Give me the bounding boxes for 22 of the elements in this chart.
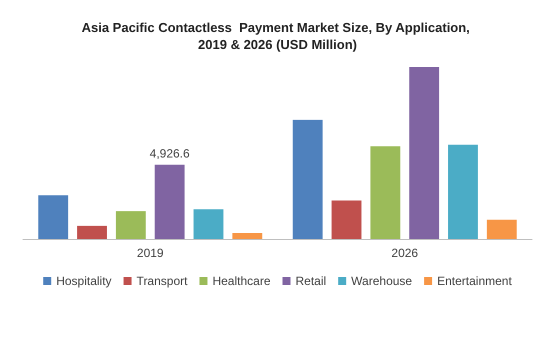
bar [409,67,440,239]
bar [292,120,323,239]
bar [116,211,146,239]
data-label: 4,926.6 [150,146,190,161]
bar [332,200,362,239]
legend-label: Warehouse [351,274,412,288]
bar [448,144,478,239]
chart-title: Asia Pacific Contactless Payment Market Size, By Application, 2019 & 2026 (USD Million) [82,20,474,52]
legend-label: Entertainment [437,274,512,288]
legend-label: Hospitality [56,274,112,288]
legend-label: Retail [295,274,326,288]
bar [370,146,400,239]
legend-label: Transport [136,274,188,288]
x-tick-label: 2019 [136,246,164,260]
x-tick-label: 2026 [391,246,418,260]
legend-label: Healthcare [212,274,271,288]
bar [77,226,107,239]
bar [38,195,68,239]
bar [486,220,517,239]
bar [232,232,262,239]
bar [154,164,185,239]
bar [194,209,224,239]
